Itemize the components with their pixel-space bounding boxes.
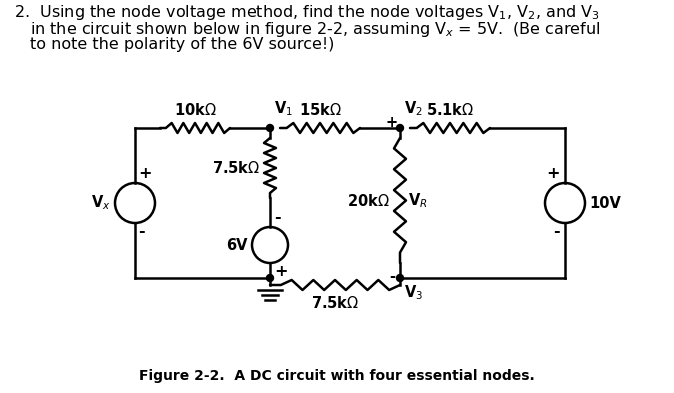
Text: Figure 2-2.  A DC circuit with four essential nodes.: Figure 2-2. A DC circuit with four essen… bbox=[139, 369, 535, 383]
Text: 7.5k$\Omega$: 7.5k$\Omega$ bbox=[311, 295, 359, 311]
Text: -: - bbox=[274, 210, 280, 225]
Text: 7.5k$\Omega$: 7.5k$\Omega$ bbox=[212, 160, 260, 176]
Circle shape bbox=[266, 125, 274, 132]
Text: -: - bbox=[553, 224, 560, 239]
Circle shape bbox=[396, 125, 404, 132]
Text: +: + bbox=[274, 264, 288, 279]
Text: in the circuit shown below in figure 2-2, assuming V$_x$ = 5V.  (Be careful: in the circuit shown below in figure 2-2… bbox=[30, 20, 601, 39]
Circle shape bbox=[396, 274, 404, 281]
Text: -: - bbox=[389, 269, 395, 284]
Text: V$_x$: V$_x$ bbox=[92, 194, 111, 212]
Text: to note the polarity of the 6V source!): to note the polarity of the 6V source!) bbox=[30, 37, 334, 52]
Text: V$_3$: V$_3$ bbox=[404, 283, 423, 302]
Text: +: + bbox=[138, 166, 152, 181]
Text: V$_1$: V$_1$ bbox=[274, 99, 293, 118]
Text: V$_2$: V$_2$ bbox=[404, 99, 423, 118]
Text: +: + bbox=[386, 115, 398, 130]
Text: 20k$\Omega$: 20k$\Omega$ bbox=[347, 193, 390, 209]
Text: +: + bbox=[547, 166, 560, 181]
Text: 6V: 6V bbox=[226, 237, 248, 252]
Text: 15k$\Omega$: 15k$\Omega$ bbox=[299, 102, 341, 118]
Text: 10k$\Omega$: 10k$\Omega$ bbox=[174, 102, 216, 118]
Text: 10V: 10V bbox=[589, 195, 621, 211]
Text: -: - bbox=[138, 224, 145, 239]
Text: 5.1k$\Omega$: 5.1k$\Omega$ bbox=[426, 102, 474, 118]
Text: 2.  Using the node voltage method, find the node voltages V$_1$, V$_2$, and V$_3: 2. Using the node voltage method, find t… bbox=[14, 3, 600, 22]
Text: V$_R$: V$_R$ bbox=[408, 191, 427, 210]
Circle shape bbox=[266, 274, 274, 281]
